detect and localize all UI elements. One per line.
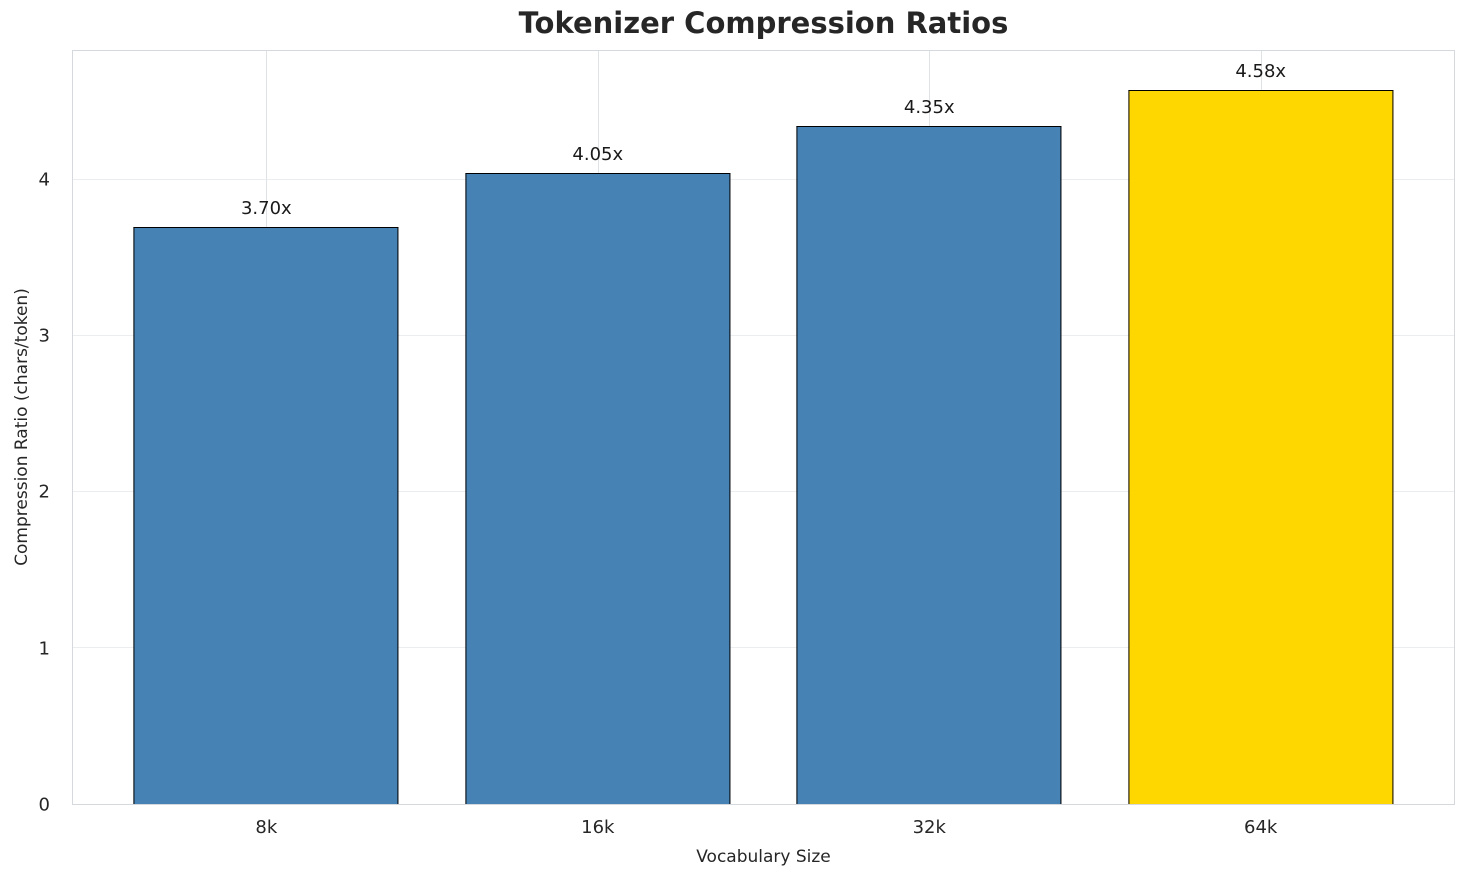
bar-value-label: 3.70x [240,198,292,220]
bar-slot: 4.58x 64k [1095,51,1426,838]
x-tick-label: 64k [1244,817,1278,838]
bar [133,227,399,804]
horizontal-gridline [73,491,1454,493]
bar-slot: 3.70x 8k [101,51,432,838]
y-tick-label: 4 [38,169,50,191]
bar-value-label: 4.35x [903,96,955,118]
horizontal-gridline [73,647,1454,649]
y-tick-label: 2 [38,481,50,503]
horizontal-gridline [73,335,1454,337]
x-tick-label: 32k [912,817,946,838]
bar-value-label: 4.58x [1235,60,1287,82]
bar-value-label: 4.05x [572,143,624,165]
y-tick-label: 3 [38,325,50,347]
y-tick-label: 1 [38,638,50,660]
chart-title: Tokenizer Compression Ratios [518,6,1009,40]
bar [1128,89,1394,804]
bar [465,172,731,804]
bar-slot: 4.05x 16k [432,51,763,838]
plot-area: 3.70x 8k 4.05x 16k 4.35x 32k 4.58x 64k [72,50,1455,838]
horizontal-gridline [73,179,1454,181]
bar [796,125,1062,804]
x-tick-label: 8k [255,817,278,838]
y-tick-label: 0 [38,794,50,816]
bar-slot: 4.35x 32k [764,51,1095,838]
bar-slots: 3.70x 8k 4.05x 16k 4.35x 32k 4.58x 64k [73,51,1454,838]
y-axis-ticks: 0 1 2 3 4 [0,50,62,815]
x-tick-label: 16k [581,817,615,838]
x-axis-label: Vocabulary Size [696,847,831,867]
